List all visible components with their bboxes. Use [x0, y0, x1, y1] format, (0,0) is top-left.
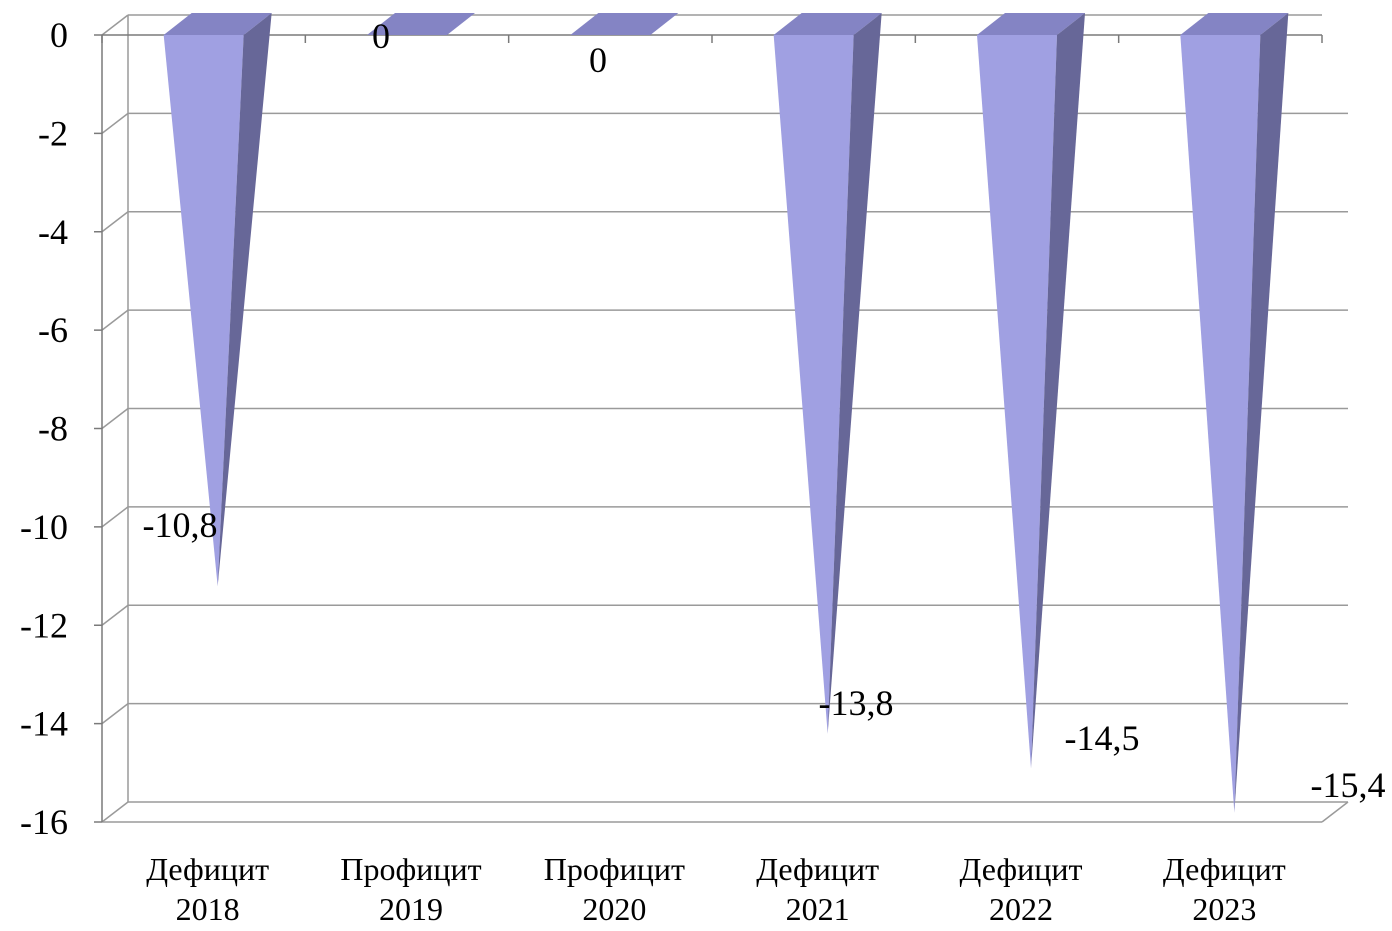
x-category-label: 2022 [989, 891, 1053, 926]
cone-top-face [163, 13, 272, 35]
cone-side-face [1031, 13, 1085, 769]
floor-right-edge [1321, 801, 1349, 823]
x-category-label: 2019 [379, 891, 443, 926]
cone-front-face [977, 35, 1057, 769]
x-category-label: Дефицит [960, 851, 1083, 887]
x-category-label: Профицит [340, 851, 481, 887]
gridline-diagonal [101, 309, 129, 331]
cone-side-face [827, 13, 882, 734]
cone-Дефицит-2022 [977, 13, 1085, 769]
gridlines [101, 14, 1348, 823]
data-label: -10,8 [143, 505, 218, 545]
x-category-label: 2021 [786, 891, 850, 926]
data-label: 0 [589, 40, 607, 80]
x-category-label: Профицит [544, 851, 685, 887]
cone-top-face [977, 13, 1085, 35]
gridline-diagonal [101, 112, 129, 134]
cone-top-face [773, 13, 882, 35]
gridline-diagonal [101, 703, 129, 725]
axes [94, 34, 1349, 823]
x-category-label: 2018 [176, 891, 240, 926]
y-tick-label: -2 [38, 113, 68, 153]
gridline-diagonal [101, 211, 129, 233]
gridline-diagonal [101, 14, 129, 36]
gridline-diagonal [101, 801, 129, 823]
y-tick-label: -12 [20, 605, 68, 645]
gridline-diagonal [101, 407, 129, 430]
cone-Дефицит-2018 [163, 13, 272, 587]
gridline-diagonal [101, 506, 129, 528]
y-tick-label: 0 [50, 15, 68, 55]
data-label: 0 [372, 16, 390, 56]
cone-side-face [1234, 13, 1289, 813]
x-category-label: Дефицит [756, 851, 879, 887]
cone-Дефицит-2023 [1180, 13, 1289, 813]
data-label: -15,4 [1311, 765, 1386, 805]
gridline-diagonal [101, 604, 129, 626]
cone-top-face [1180, 13, 1289, 35]
y-tick-label: -14 [20, 704, 68, 744]
labels: 0 -2 -4 -6 -8 -10 -12 -14 -16 -10,8 0 0 -13,8 -14,5 -1… [20, 15, 1386, 927]
cone-front-face [773, 35, 854, 734]
cone-Профицит-2020 [570, 13, 679, 35]
x-category-label: 2023 [1192, 891, 1256, 926]
y-tick-label: -10 [20, 507, 68, 547]
data-label: -14,5 [1065, 718, 1140, 758]
x-category-label: 2020 [582, 891, 646, 926]
cone-top-face [367, 13, 475, 35]
cone-Дефицит-2021 [773, 13, 882, 734]
cone-front-face [163, 35, 244, 587]
cone-top-face [570, 13, 679, 35]
cone-Профицит-2019 [367, 13, 475, 35]
cone-series [163, 13, 1289, 813]
y-tick-label: -4 [38, 212, 68, 252]
x-category-label: Дефицит [146, 851, 269, 887]
x-category-label: Дефицит [1163, 851, 1286, 887]
cone-front-face [1180, 35, 1261, 813]
data-label: -13,8 [819, 683, 894, 723]
y-tick-label: -6 [38, 310, 68, 350]
y-tick-label: -16 [20, 802, 68, 842]
y-tick-label: -8 [38, 409, 68, 449]
cone-side-face [217, 13, 272, 587]
